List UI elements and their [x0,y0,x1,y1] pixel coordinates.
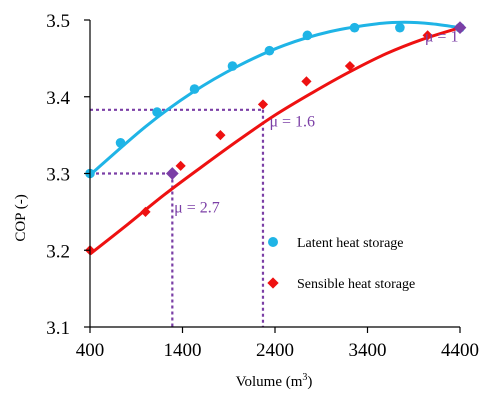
point-latent-6 [302,30,313,41]
y-tick-label-3.3: 3.3 [46,165,70,186]
x-axis-title: Volume (m3) [236,372,313,390]
x-tick-label-3400: 3400 [349,340,387,361]
y-tick-label-3.1: 3.1 [46,318,70,339]
point-sensible-4 [215,130,226,141]
point-latent-3 [189,84,200,94]
y-tick-label-3.4: 3.4 [46,88,70,109]
x-axis-title-close: ) [307,374,312,390]
x-tick-label-4400: 4400 [441,340,479,361]
point-sensible-1 [140,206,151,217]
data-markers [84,21,467,256]
reference-lines [90,108,265,327]
reference-marker-0 [165,167,179,180]
y-axis-title: COP (-) [13,194,29,241]
x-axis-title-superscript: 3 [302,372,307,383]
x-tick-label-1400: 1400 [164,340,202,361]
point-sensible-3 [175,160,186,171]
point-latent-8 [395,22,405,33]
point-latent-4 [227,61,238,71]
point-sensible-5 [257,99,269,110]
legend-marker-latent [268,237,278,247]
reference-marker-1 [453,21,467,35]
x-axis-title-main: Volume (m [236,374,303,390]
point-sensible-6 [301,76,312,87]
point-latent-1 [115,138,126,148]
fit-curve-sensible [89,26,461,256]
fit-curves [89,20,461,256]
annotation-2: μ = 2.7 [174,200,220,217]
x-tick-label-2400: 2400 [256,340,294,361]
annotations: μ = 1 μ = 1.6 μ = 2.7 [174,28,458,216]
point-latent-2 [152,107,162,117]
x-tick-label-400: 400 [76,340,105,361]
point-latent-7 [349,22,360,33]
point-sensible-7 [344,60,356,72]
legend-label-latent: Latent heat storage [297,236,404,251]
y-tick-label-3.5: 3.5 [46,11,70,32]
legend: Latent heat storage Sensible heat storag… [267,236,415,292]
annotation-1: μ = 1.6 [269,114,315,131]
axes: 400 1400 2400 3400 4400 3.1 3.2 3.3 3.4 3.5 [46,11,479,361]
legend-marker-sensible [267,277,279,289]
point-latent-5 [264,45,275,56]
annotation-0: μ = 1 [425,28,459,45]
legend-label-sensible: Sensible heat storage [297,277,415,292]
y-tick-label-3.2: 3.2 [46,241,70,262]
